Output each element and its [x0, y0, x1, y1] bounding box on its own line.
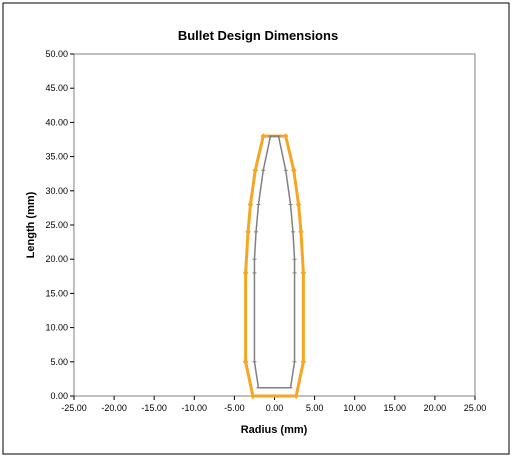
y-tick-label: 45.00 [45, 83, 68, 93]
series-1-point [300, 358, 307, 365]
y-tick-label: 35.00 [45, 152, 68, 162]
chart-title: Bullet Design Dimensions [178, 28, 338, 43]
y-tick-label: 15.00 [45, 288, 68, 298]
x-tick-label: 0.00 [266, 403, 284, 413]
series-1-point [298, 229, 304, 235]
x-tick-label: 15.00 [384, 403, 407, 413]
series-1-point [300, 270, 307, 276]
x-tick-label: 20.00 [424, 403, 447, 413]
series-1 [242, 133, 307, 399]
y-tick-label: 20.00 [45, 254, 68, 264]
x-axis: -25.00 -20.00 -15.00 -10.00 -5.00 0.00 5.00 10.… [61, 396, 486, 413]
series-1-point [290, 167, 297, 174]
x-axis-title: Radius (mm) [241, 424, 308, 436]
series-layer [242, 133, 307, 399]
series-1-point [250, 393, 256, 399]
y-axis: 0.00 5.00 10.00 15.00 20.00 25.00 30.00 35.00 40… [45, 49, 74, 401]
y-tick-label: 40.00 [45, 117, 68, 127]
x-tick-label: -10.00 [182, 403, 208, 413]
series-1-point [260, 133, 267, 139]
y-tick-label: 30.00 [45, 186, 68, 196]
x-tick-label: -5.00 [224, 403, 245, 413]
series-1-point [242, 358, 249, 365]
x-tick-label: 25.00 [464, 403, 487, 413]
series-2 [252, 135, 297, 389]
y-tick-label: 25.00 [45, 220, 68, 230]
y-tick-label: 0.00 [50, 391, 68, 401]
x-tick-label: -25.00 [61, 403, 87, 413]
y-tick-label: 5.00 [50, 357, 68, 367]
series-1-point [245, 229, 251, 235]
y-tick-label: 50.00 [45, 49, 68, 59]
y-tick-label: 10.00 [45, 323, 68, 333]
x-tick-label: -20.00 [101, 403, 127, 413]
series-1-point [282, 133, 289, 139]
x-tick-label: 5.00 [306, 403, 324, 413]
series-1-point [293, 393, 299, 399]
x-tick-label: -15.00 [141, 403, 167, 413]
series-1-point [242, 270, 249, 276]
y-axis-title: Length (mm) [25, 191, 37, 258]
series-1-point [252, 167, 259, 174]
series-1-point [247, 201, 254, 208]
series-1-point [295, 201, 302, 208]
x-tick-label: 10.00 [343, 403, 366, 413]
plot-area [73, 53, 476, 397]
